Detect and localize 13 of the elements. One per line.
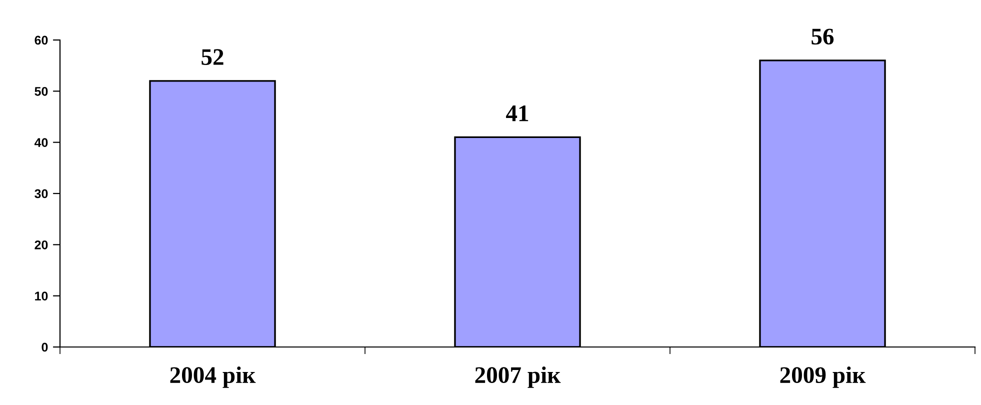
x-tick-label: 2004 рік xyxy=(170,366,256,388)
x-tick-label: 2009 рік xyxy=(780,366,866,388)
data-label: 52 xyxy=(202,49,224,66)
y-tick-label: 60 xyxy=(34,36,48,45)
y-tick-label: 40 xyxy=(34,138,48,147)
data-label: 56 xyxy=(812,28,834,45)
y-tick-label: 20 xyxy=(34,240,48,250)
x-tick-label: 2007 рік xyxy=(475,366,561,388)
y-tick-label: 0 xyxy=(42,342,48,352)
y-tick-label: 30 xyxy=(34,189,48,198)
y-tick-label: 10 xyxy=(35,292,48,300)
y-tick-label: 50 xyxy=(34,86,48,96)
data-label: 41 xyxy=(506,105,528,122)
